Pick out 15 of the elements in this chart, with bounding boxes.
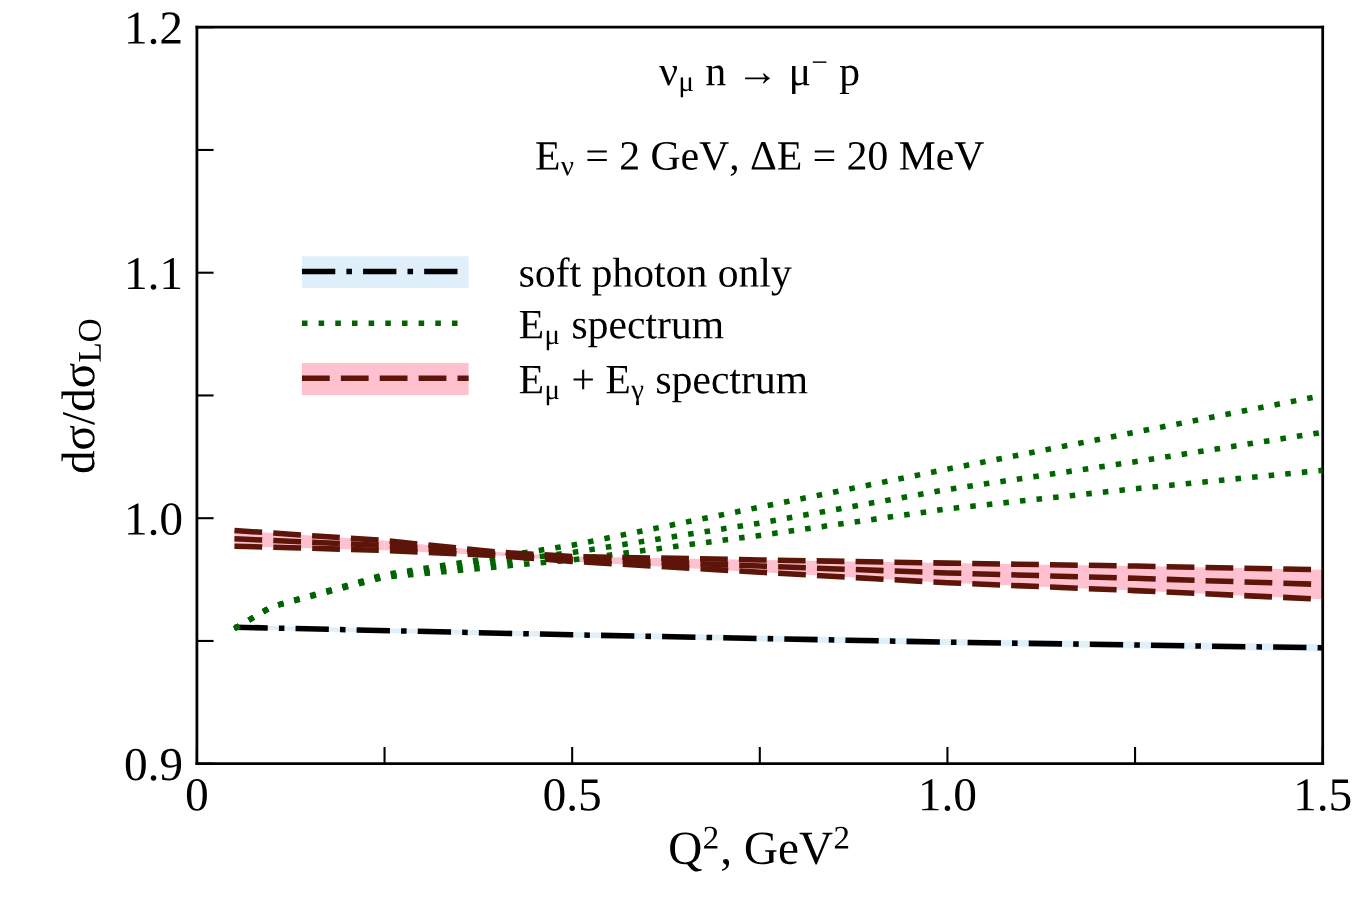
x-tick-label: 0.5 bbox=[544, 778, 600, 812]
legend-label: soft photon only bbox=[520, 257, 792, 296]
x-tick-label: 1.5 bbox=[1297, 779, 1351, 812]
legend-label: E$_{μ}$ spectrum bbox=[519, 311, 724, 351]
y-tick-label: 0.9 bbox=[125, 748, 182, 781]
x-tick-label: 1.0 bbox=[922, 778, 976, 812]
y-tick-label: 1.2 bbox=[128, 12, 181, 45]
y-tick-label: 1.0 bbox=[128, 503, 182, 536]
x-axis-title: Q$^{2}$, GeV$^{2}$ bbox=[670, 826, 849, 872]
y-tick-label: 1.1 bbox=[128, 257, 181, 290]
legend-label: E$_{μ}$ + E$_{γ}$ spectrum bbox=[519, 366, 808, 406]
y-axis-title: dσ/dσ$_{LO}$ bbox=[61, 319, 102, 473]
x-tick-label: 0 bbox=[186, 778, 207, 811]
annotation: ν$_{μ}$ n → μ$^{−}$ p bbox=[659, 61, 859, 98]
annotation: E$_{ν}$ = 2 GeV, ΔE = 20 MeV bbox=[536, 141, 984, 176]
